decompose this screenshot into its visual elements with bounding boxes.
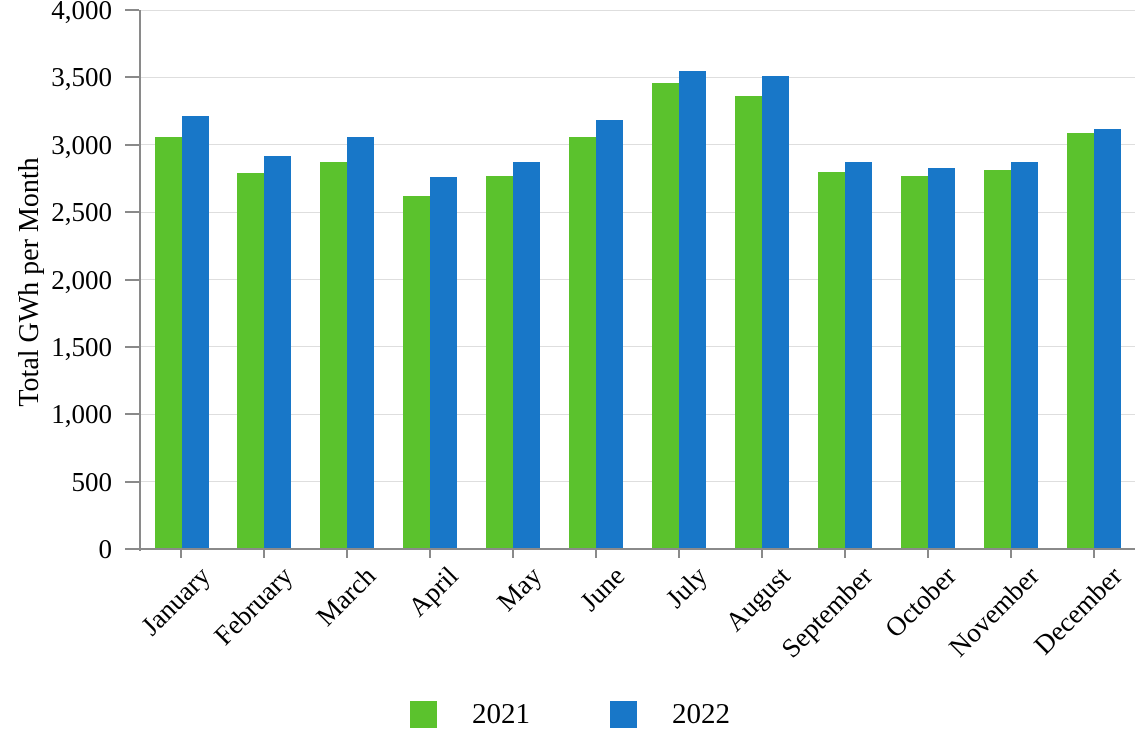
x-tick-April: [429, 549, 432, 558]
x-axis-label-December: December: [1027, 560, 1128, 661]
y-tick-1,500: [125, 345, 139, 348]
legend-item-2021: 2021: [410, 700, 530, 729]
x-tick-August: [760, 549, 763, 558]
bar-2022-September: [844, 162, 872, 549]
gridline-1500: [140, 346, 1135, 348]
y-axis-label-4,000: 4,000: [51, 0, 112, 25]
y-tick-3,500: [125, 76, 139, 79]
y-axis-label-2,500: 2,500: [51, 197, 112, 228]
y-axis-line: [139, 10, 141, 551]
x-tick-September: [843, 549, 846, 558]
bar-2021-September: [817, 171, 845, 549]
bar-2022-June: [596, 120, 624, 549]
y-tick-2,500: [125, 211, 139, 214]
legend: 2021 2022: [0, 700, 1140, 729]
bar-2021-March: [320, 162, 348, 549]
x-axis-label-October: October: [878, 560, 962, 644]
y-tick-4,000: [125, 9, 139, 11]
legend-swatch-2021: [410, 701, 437, 728]
y-axis-label-0: 0: [98, 534, 113, 564]
bar-2021-June: [569, 136, 597, 549]
gridline-500: [140, 481, 1135, 483]
x-axis-label-August: August: [719, 560, 796, 637]
x-axis-label-April: April: [402, 560, 465, 623]
y-tick-2,000: [125, 278, 139, 281]
x-tick-October: [926, 549, 929, 558]
bar-2022-November: [1010, 162, 1038, 549]
gridline-2000: [140, 279, 1135, 280]
x-tick-December: [1092, 549, 1095, 558]
y-axis-title: Total GWh per Month: [14, 157, 45, 407]
x-tick-June: [595, 549, 598, 558]
y-tick-500: [125, 480, 139, 483]
bar-2022-February: [264, 155, 292, 549]
bar-2021-April: [403, 195, 431, 549]
y-axis-label-3,000: 3,000: [51, 129, 112, 160]
y-tick-3,000: [125, 143, 139, 146]
x-tick-May: [512, 549, 515, 558]
x-tick-November: [1009, 549, 1012, 558]
gridline-3000: [140, 144, 1135, 146]
bar-2021-August: [734, 96, 762, 549]
x-tick-July: [677, 549, 680, 558]
bar-2022-August: [761, 76, 789, 549]
x-axis-label-September: September: [775, 560, 879, 664]
bar-2021-May: [486, 175, 514, 549]
bar-2022-May: [513, 162, 541, 549]
x-axis-label-May: May: [490, 560, 547, 617]
bar-2022-December: [1093, 128, 1121, 549]
y-axis-label-1,500: 1,500: [51, 331, 112, 362]
y-axis-label-3,500: 3,500: [51, 62, 112, 93]
gridline-3500: [140, 76, 1135, 78]
y-axis-label-1,000: 1,000: [51, 399, 112, 430]
bar-2022-April: [430, 177, 458, 549]
bar-2022-January: [181, 116, 209, 549]
bar-2022-July: [679, 70, 706, 549]
gridline-1000: [140, 413, 1135, 415]
bar-2021-February: [237, 173, 265, 549]
x-tick-February: [263, 549, 266, 558]
x-axis-label-March: March: [310, 560, 382, 632]
bar-2022-March: [347, 136, 375, 549]
bar-2022-October: [927, 167, 955, 549]
x-axis-label-February: February: [208, 560, 299, 651]
gridline-4000: [140, 9, 1135, 11]
x-axis-label-June: June: [573, 560, 630, 617]
y-tick-0: [125, 548, 139, 550]
legend-item-2022: 2022: [610, 700, 730, 729]
x-axis-label-July: July: [659, 560, 713, 614]
gridline-2500: [140, 211, 1135, 213]
x-tick-January: [180, 549, 183, 558]
bar-2021-January: [154, 136, 182, 549]
bar-2021-December: [1066, 132, 1094, 549]
legend-label-2022: 2022: [672, 698, 730, 730]
bar-2021-November: [983, 170, 1011, 549]
y-tick-1,000: [125, 413, 139, 416]
y-axis-label-500: 500: [71, 466, 113, 497]
x-axis-label-January: January: [134, 560, 216, 642]
bar-2021-October: [900, 175, 928, 549]
bar-2021-July: [652, 82, 679, 549]
legend-swatch-2022: [610, 701, 637, 728]
legend-label-2021: 2021: [472, 698, 530, 730]
x-axis-label-November: November: [942, 560, 1045, 663]
y-axis-label-2,000: 2,000: [51, 264, 112, 295]
x-axis-line: [125, 548, 1135, 550]
x-tick-March: [346, 549, 349, 558]
